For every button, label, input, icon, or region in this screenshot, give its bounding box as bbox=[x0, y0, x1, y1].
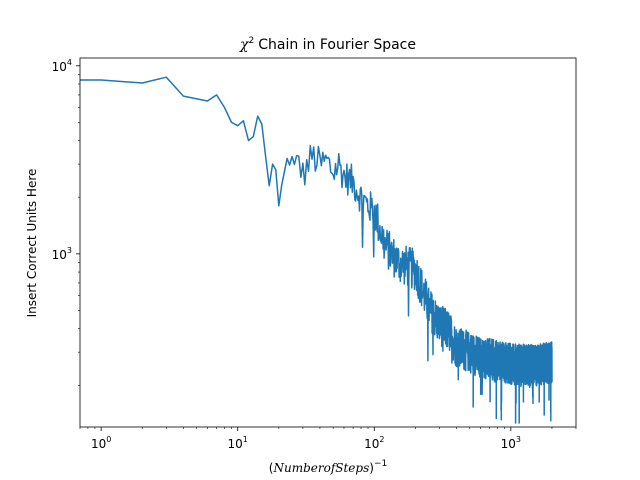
y-tick-label: 103 bbox=[52, 246, 72, 262]
title-symbol: χ bbox=[239, 37, 250, 53]
x-tick-label: 100 bbox=[91, 435, 111, 451]
axes-frame bbox=[79, 57, 577, 428]
y-tick-label: 104 bbox=[52, 58, 72, 74]
x-axis-ticks: 100 101 102 103 bbox=[79, 427, 577, 451]
y-axis-label: Insert Correct Units Here bbox=[25, 169, 39, 318]
x-axis-label-open: ( bbox=[269, 461, 274, 475]
chart-title: χ2 Chain in Fourier Space bbox=[239, 36, 416, 53]
x-axis-label: (NumberofSteps)−1 bbox=[269, 459, 387, 475]
x-tick-label: 101 bbox=[228, 435, 248, 451]
x-axis-label-text: NumberofSteps bbox=[272, 461, 369, 475]
series-line bbox=[80, 76, 553, 424]
plot-area bbox=[79, 57, 577, 428]
x-tick-label: 103 bbox=[501, 435, 521, 451]
title-main: Chain in Fourier Space bbox=[258, 37, 416, 53]
y-axis-ticks: 103 104 bbox=[52, 58, 80, 386]
x-axis-label-exponent: −1 bbox=[374, 459, 387, 469]
x-axis-label-close: ) bbox=[369, 461, 374, 475]
title-superscript: 2 bbox=[248, 36, 254, 46]
x-tick-label: 102 bbox=[364, 435, 384, 451]
